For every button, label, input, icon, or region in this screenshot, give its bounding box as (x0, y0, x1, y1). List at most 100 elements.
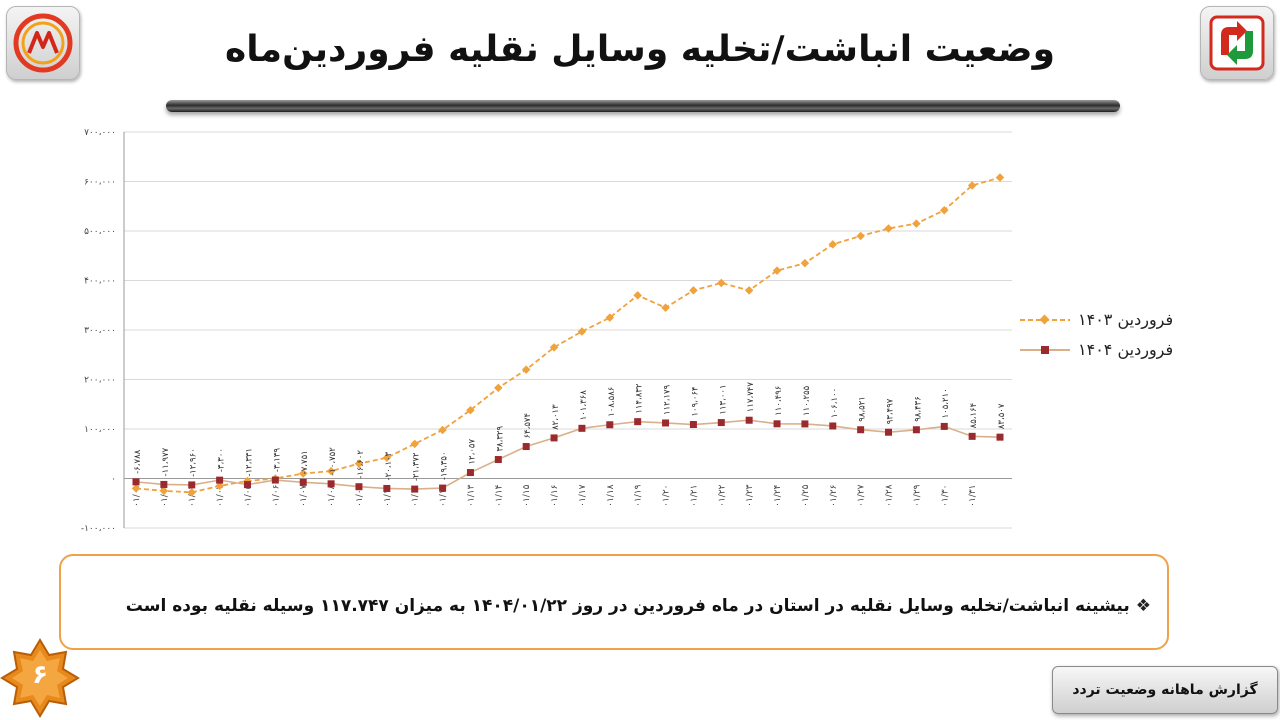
x-tick-label: ۰۱/۱۲ (439, 484, 449, 507)
data-label-1404: ۹۸،۵۲۱ (858, 396, 868, 422)
data-label-1404: ۹۸،۴۳۶ (913, 396, 923, 422)
data-label-1404: -۱۰،۷۵۲ (328, 447, 338, 476)
series-1403-point (521, 365, 531, 374)
data-label-1404: ۱۰۵،۲۱۰ (941, 388, 951, 418)
y-tick-label: ۴۰۰،۰۰۰ (84, 277, 116, 287)
series-1404-point (411, 485, 419, 493)
x-tick-label: ۰۱/۲۶ (829, 484, 839, 507)
x-tick-label: ۰۱/۱۳ (466, 484, 476, 507)
x-tick-label: ۰۱/۲۹ (912, 484, 922, 507)
series-1404-point (689, 421, 697, 429)
series-1403-point (856, 231, 865, 241)
chart-legend: فروردین ۱۴۰۳ فروردین ۱۴۰۴ (1018, 308, 1218, 364)
series-1403-point (633, 291, 642, 300)
chart-gridlines (124, 131, 1012, 529)
y-tick-label: ۱۰۰،۰۰۰ (84, 425, 116, 435)
data-label-1404: ۱۱۰،۲۵۵ (802, 385, 812, 416)
series-1403-point (689, 286, 698, 295)
y-tick-label: ۲۰۰،۰۰۰ (84, 376, 116, 386)
series-1403-point (800, 258, 810, 268)
x-tick-label: ۰۱/۲۳ (745, 484, 755, 507)
data-label-1404: ۱۰۶،۱۰۰ (830, 388, 840, 418)
series-1404-point (996, 433, 1004, 441)
data-label-1404: -۱۱،۹۷۷ (161, 447, 171, 476)
series-1403-point (940, 205, 949, 215)
y-tick-label: -۱۰۰،۰۰۰ (81, 524, 116, 534)
road-transport-logo (1200, 6, 1274, 80)
series-1404-point (160, 480, 168, 488)
series-1404-point (355, 483, 363, 491)
legend-marker-1404 (1020, 346, 1070, 354)
series-1404-point (243, 481, 251, 489)
series-1403-point (438, 425, 447, 435)
series-1403-point (159, 486, 169, 496)
y-tick-label: ۷۰۰،۰۰۰ (84, 128, 116, 138)
data-label-1404: -۲۰،۱۰۳ (384, 451, 394, 480)
series-1404-point (327, 480, 335, 488)
x-tick-label: ۰۱/۱۹ (634, 484, 644, 507)
data-label-1404: ۸۵،۱۶۴ (969, 403, 979, 429)
data-label-1404: -۱۲،۹۶۰ (189, 448, 199, 477)
data-label-1404: ۱۰۹،۰۶۴ (690, 386, 700, 416)
x-tick-label: ۰۱/۰۲ (160, 484, 170, 507)
data-label-1404: -۳،۳۰۰ (217, 448, 227, 472)
x-tick-label: ۰۱/۱۶ (550, 484, 560, 507)
road-transport-logo-icon (1209, 15, 1265, 71)
series-1403-point (605, 313, 615, 322)
data-label-1404: ۸۳،۵۰۷ (997, 403, 1007, 429)
series-1403-point (215, 481, 224, 491)
y-tick-label: ۵۰۰،۰۰۰ (84, 227, 116, 237)
series-1404-point (717, 419, 725, 427)
data-label-1404: ۱۱۰،۴۹۶ (774, 386, 784, 416)
data-label-1404: -۶،۷۸۸ (133, 449, 143, 474)
x-tick-label: ۰۱/۲۲ (717, 484, 727, 507)
chart-series (131, 173, 1005, 497)
series-1403-point (354, 459, 364, 468)
x-tick-label: ۰۱/۰۷ (299, 484, 309, 507)
series-1404-point (662, 419, 670, 427)
chart-axes: -۱۰۰،۰۰۰ ۰ ۱۰۰،۰۰۰ ۲۰۰،۰۰۰ ۳۰۰،۰۰۰ ۴۰۰،۰۰۰ ۵۰۰… (81, 128, 978, 534)
x-tick-label: ۰۱/۱۴ (494, 484, 504, 507)
x-tick-label: ۰۱/۱۸ (606, 484, 616, 507)
data-label-1404: -۷،۷۵۱ (300, 450, 310, 474)
series-1403-point (661, 303, 670, 312)
series-1403-point (577, 327, 587, 336)
data-label-1404: -۱۹،۳۵۰ (440, 451, 450, 480)
series-1404-point (578, 424, 586, 432)
star-badge-icon (0, 638, 80, 718)
report-title-tab: گزارش ماهانه وضعیت تردد (1052, 666, 1278, 714)
data-label-1404: ۱۰۱،۳۶۸ (579, 390, 589, 421)
chart-data-labels: -۶،۷۸۸ -۱۱،۹۷۷ -۱۲،۹۶۰ -۳،۳۰۰ -۱۲،۳۳۱ -۳،۱۳۹ -… (133, 382, 1007, 481)
series-1404-point (522, 443, 530, 451)
data-label-1404: ۱۱۴،۸۳۲ (635, 383, 645, 414)
series-1403-point (772, 266, 782, 275)
x-tick-label: ۰۱/۰۹ (355, 484, 365, 507)
summary-note: ❖بیشینه انباشت/تخلیه وسایل نقلیه در استا… (59, 554, 1169, 650)
x-tick-label: ۰۱/۳۰ (940, 485, 950, 507)
x-tick-label: ۰۱/۲۷ (857, 484, 867, 507)
legend-marker-1403 (1020, 314, 1070, 325)
series-1403-point (494, 383, 503, 393)
x-tick-label: ۰۱/۰۶ (271, 484, 281, 507)
page-title: وضعیت انباشت/تخلیه وسایل نقلیه فروردین‌م… (225, 29, 1055, 70)
x-tick-label: ۰۱/۱۱ (411, 485, 421, 507)
series-1403-point (326, 466, 336, 476)
legend-label-1404: فروردین ۱۴۰۴ (1078, 340, 1174, 359)
series-1404-point (216, 476, 224, 484)
series-1403-point (912, 219, 921, 228)
series-1404-point (773, 420, 781, 428)
series-1404-point (885, 428, 893, 436)
bullet-icon: ❖ (1135, 596, 1151, 616)
series-1403-point (744, 286, 754, 295)
series-1404-point (439, 484, 447, 492)
x-tick-label: ۰۱/۰۸ (327, 484, 337, 507)
series-1403-point (187, 488, 196, 497)
series-1404-point (801, 420, 809, 428)
series-1403-point (410, 439, 419, 449)
series-1404-point (132, 478, 140, 486)
series-1403-point (466, 405, 475, 415)
y-tick-label: ۳۰۰،۰۰۰ (84, 326, 116, 336)
x-tick-label: ۰۱/۱۵ (522, 484, 532, 507)
x-tick-label: ۰۱/۰۵ (243, 484, 253, 507)
summary-note-text: بیشینه انباشت/تخلیه وسایل نقلیه در استان… (125, 596, 1130, 616)
